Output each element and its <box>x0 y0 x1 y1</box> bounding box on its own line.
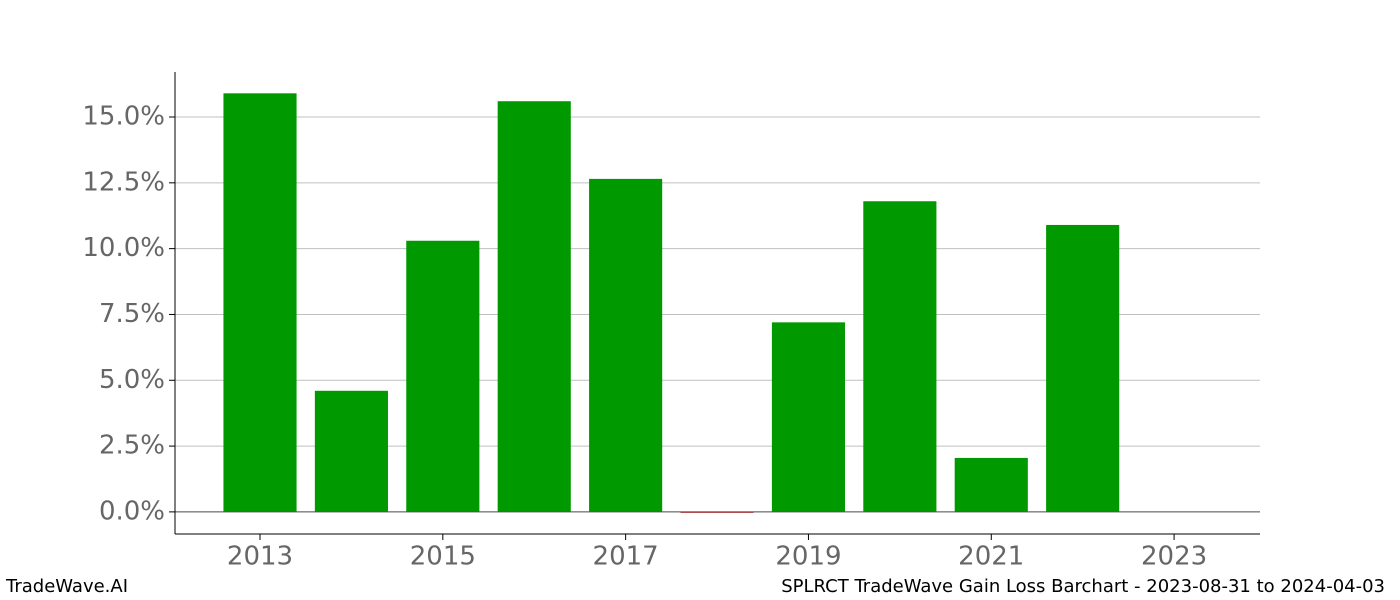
footer-right: SPLRCT TradeWave Gain Loss Barchart - 20… <box>781 576 1385 597</box>
y-tick-label: 10.0% <box>82 233 165 263</box>
y-tick-label: 0.0% <box>99 496 165 526</box>
x-tick-label: 2021 <box>958 542 1024 572</box>
x-tick-label: 2023 <box>1141 542 1207 572</box>
bar <box>314 390 388 512</box>
y-tick-label: 5.0% <box>99 365 165 395</box>
x-tick-label: 2013 <box>227 542 293 572</box>
bar <box>406 240 480 512</box>
bar <box>1046 224 1120 512</box>
bar <box>771 322 846 512</box>
x-tick-label: 2017 <box>593 542 659 572</box>
y-tick-label: 12.5% <box>82 167 165 197</box>
bar <box>589 178 663 512</box>
bar <box>954 457 1028 512</box>
bar <box>863 201 937 512</box>
bar <box>223 93 297 512</box>
x-tick-label: 2015 <box>410 542 476 572</box>
y-tick-label: 15.0% <box>82 102 165 132</box>
bar <box>497 101 571 512</box>
y-tick-label: 2.5% <box>99 431 165 461</box>
x-tick-label: 2019 <box>775 542 841 572</box>
y-tick-label: 7.5% <box>99 299 165 329</box>
footer-left: TradeWave.AI <box>5 576 128 597</box>
